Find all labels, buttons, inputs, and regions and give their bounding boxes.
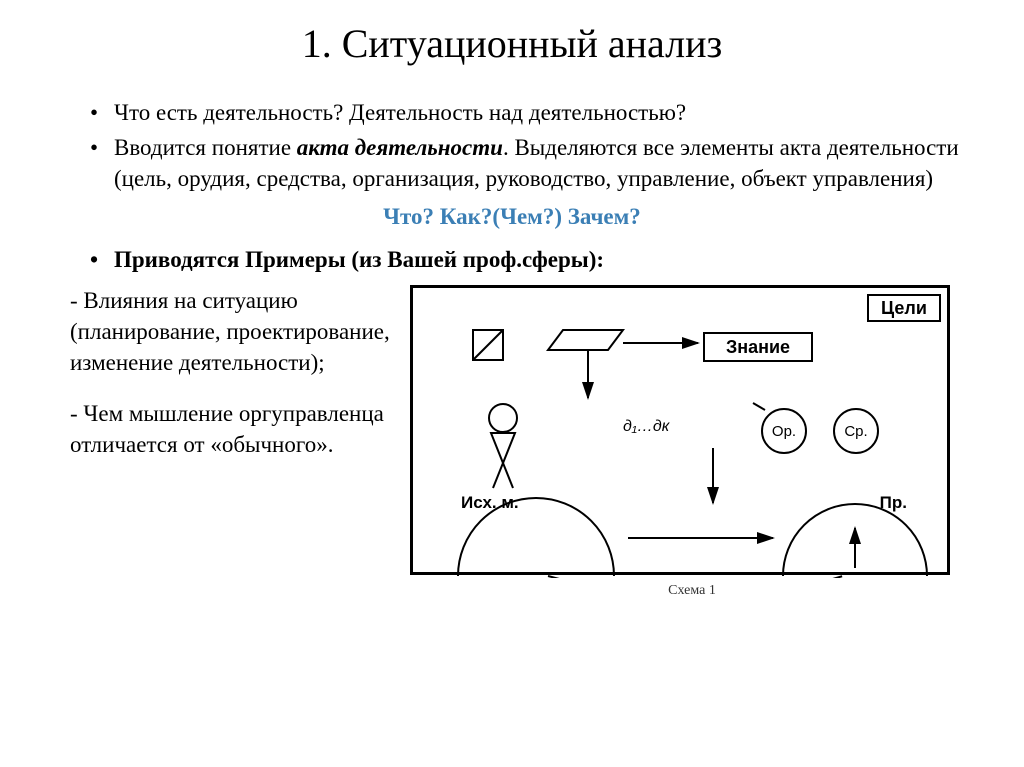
bullet-1: Что есть деятельность? Деятельность над … (90, 97, 974, 128)
highlight-questions: Что? Как?(Чем?) Зачем? (50, 204, 974, 230)
isx-label: Исх. м. (461, 493, 519, 513)
bullet-3: Приводятся Примеры (из Вашей проф.сферы)… (90, 244, 974, 275)
pr-label: Пр. (880, 493, 907, 513)
bullet-list-2: Приводятся Примеры (из Вашей проф.сферы)… (90, 244, 974, 275)
left-para-1: - Влияния на ситуацию (планирование, про… (70, 285, 390, 378)
goals-box: Цели (867, 294, 941, 322)
op-label: Ор. (772, 423, 796, 440)
sr-circle: Ср. (833, 408, 879, 454)
lower-row: - Влияния на ситуацию (планирование, про… (50, 285, 974, 599)
diagram-wrap: Цели Знание Ор. Ср. д₁…дк Исх. м. Пр. (410, 285, 974, 599)
diagram-box: Цели Знание Ор. Ср. д₁…дк Исх. м. Пр. (410, 285, 950, 575)
diagram-caption: Схема 1 (410, 583, 974, 599)
op-circle: Ор. (761, 408, 807, 454)
bullet-2-pre: Вводится понятие (114, 135, 297, 160)
sr-label: Ср. (844, 423, 867, 440)
slide-title: 1. Ситуационный анализ (50, 20, 974, 67)
knowledge-box: Знание (703, 332, 813, 362)
left-para-2: - Чем мышление оргуправленца отличается … (70, 398, 390, 460)
knowledge-label: Знание (726, 337, 790, 358)
bullet-list: Что есть деятельность? Деятельность над … (90, 97, 974, 194)
bullet-2: Вводится понятие акта деятельности. Выде… (90, 132, 974, 194)
left-text-block: - Влияния на ситуацию (планирование, про… (50, 285, 390, 599)
bullet-2-bold: акта деятельности (297, 135, 503, 160)
goals-label: Цели (881, 298, 927, 319)
d-sequence-label: д₁…дк (623, 418, 669, 436)
